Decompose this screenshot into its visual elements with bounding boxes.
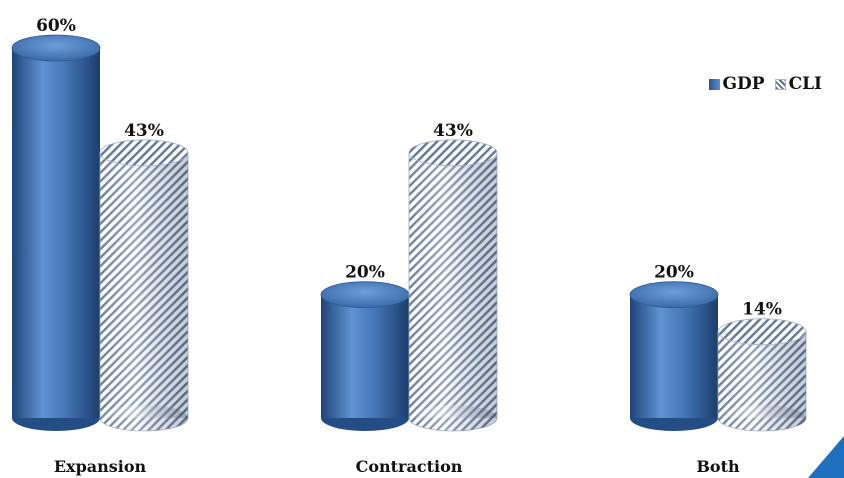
category-label-both: Both [696, 457, 740, 476]
legend-swatch-cli [774, 78, 786, 90]
category-labels-group: Expansion Contraction Both [54, 457, 740, 476]
bars-group [11, 34, 807, 432]
legend-label-cli: CLI [788, 74, 822, 94]
value-label-cli-expansion: 43% [124, 121, 164, 141]
bar-gdp-both [629, 281, 719, 431]
value-label-gdp-contraction: 20% [345, 263, 385, 283]
legend-item-cli: CLI [774, 74, 822, 94]
value-label-cli-both: 14% [742, 300, 782, 320]
value-label-gdp-both: 20% [654, 263, 694, 283]
bar-gdp-contraction [320, 281, 410, 431]
bar-cli-both [717, 318, 807, 432]
legend-swatch-gdp [708, 78, 720, 90]
legend-item-gdp: GDP [708, 74, 765, 94]
value-label-gdp-expansion: 60% [36, 16, 76, 36]
bar-gdp-expansion [11, 34, 101, 431]
bar-cli-contraction [408, 139, 498, 432]
legend-label-gdp: GDP [722, 74, 765, 94]
category-label-expansion: Expansion [54, 457, 147, 476]
category-label-contraction: Contraction [356, 457, 463, 476]
legend: GDP CLI [708, 74, 822, 94]
value-label-cli-contraction: 43% [433, 121, 473, 141]
corner-accent-triangle [808, 436, 844, 478]
bar-cli-expansion [99, 139, 189, 432]
bar-labels-group: 60% 43% 20% 43% 20% 14% [36, 16, 782, 320]
